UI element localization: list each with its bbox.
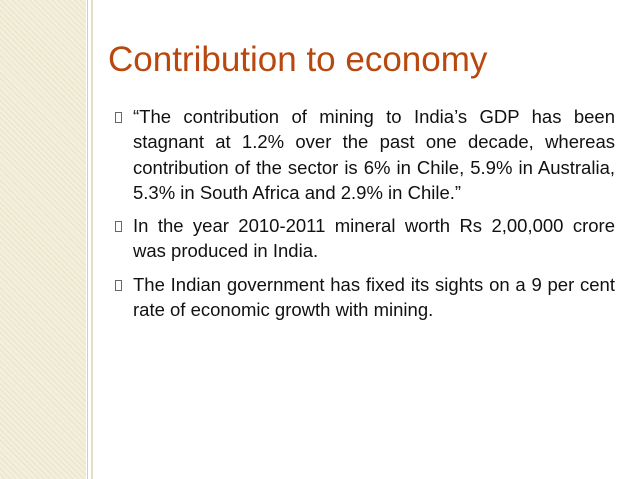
bullet-marker [115,112,122,123]
side-line [87,0,88,479]
bullet-marker [115,279,122,291]
bullet-text: In the year 2010-2011 mineral worth Rs 2… [133,215,615,262]
bullet-item: In the year 2010-2011 mineral worth Rs 2… [114,213,615,264]
bullet-text: The Indian government has fixed its sigh… [133,273,615,321]
bullet-marker [115,221,122,233]
side-pattern [0,0,86,479]
bullet-list: “The contribution of mining to India’s G… [114,104,615,330]
side-line [91,0,93,479]
slide-title: Contribution to economy [108,40,488,79]
bullet-item: The Indian government has fixed its sigh… [114,272,615,323]
bullet-text: “The contribution of mining to India’s G… [133,106,615,203]
bullet-item: “The contribution of mining to India’s G… [114,104,615,205]
